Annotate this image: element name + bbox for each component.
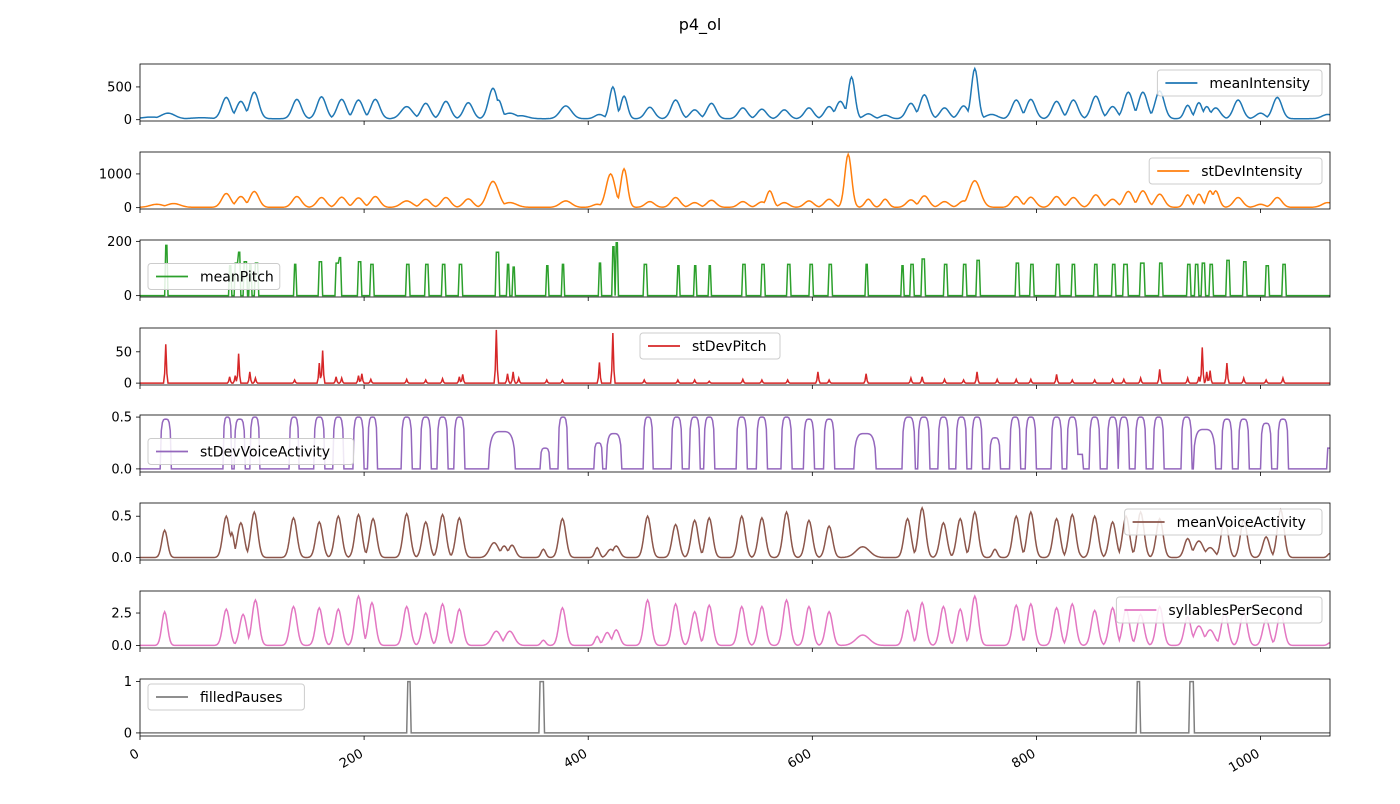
legend-label: stDevVoiceActivity	[200, 445, 330, 461]
x-tick-label: 600	[785, 746, 814, 771]
y-tick-label: 50	[115, 345, 132, 360]
series-line-syllablesPerSecond	[140, 594, 1330, 647]
panel-stDevIntensity: 0 1000 stDevIntensity	[99, 151, 1331, 216]
y-tick-label: 1	[124, 675, 132, 690]
y-tick-label: 1000	[99, 167, 132, 182]
y-tick-label: 0	[124, 726, 132, 741]
y-tick-label: 0.5	[111, 411, 132, 426]
y-tick-label: 2.5	[111, 607, 132, 622]
panel-syllablesPerSecond: 0.0 2.5 syllablesPerSecond	[111, 590, 1331, 654]
y-tick-label: 0.0	[111, 639, 132, 654]
legend-box	[147, 263, 281, 290]
panel-frame	[139, 63, 1331, 122]
series-line-stDevIntensity	[140, 152, 1330, 209]
series-line-stDevVoiceActivity	[140, 416, 1330, 470]
y-tick-label: 200	[107, 235, 132, 250]
panel-frame	[139, 502, 1331, 561]
x-tick-label: 400	[561, 746, 590, 771]
panel-stDevPitch: 0 50 stDevPitch	[115, 327, 1331, 392]
panel-frame	[139, 414, 1331, 473]
x-tick-label: 800	[1009, 746, 1038, 771]
panel-frame	[139, 151, 1331, 210]
legend-box	[147, 438, 355, 465]
series-line-meanIntensity	[140, 66, 1330, 120]
legend-meanIntensity: meanIntensity	[1156, 69, 1323, 97]
panel-filledPauses: 0 1 filledPauses	[124, 675, 1331, 741]
y-tick-label: 0	[124, 113, 132, 128]
y-tick-label: 0.5	[111, 510, 132, 525]
legend-label: meanIntensity	[1209, 76, 1310, 92]
legend-box	[639, 332, 781, 360]
x-tick-label: 200	[337, 746, 366, 771]
legend-label: meanPitch	[200, 270, 274, 286]
legend-meanPitch: meanPitch	[147, 263, 281, 290]
panel-frame	[139, 678, 1331, 737]
panel-frame	[139, 327, 1331, 386]
legend-stDevIntensity: stDevIntensity	[1148, 157, 1323, 185]
legend-stDevPitch: stDevPitch	[639, 332, 781, 360]
x-axis: 0 200 400 600 800 1000	[127, 746, 1262, 776]
y-tick-label: 0.0	[111, 551, 132, 566]
y-tick-label: 0.0	[111, 462, 132, 477]
y-tick-label: 0	[124, 289, 132, 304]
legend-label: stDevIntensity	[1201, 164, 1302, 180]
legend-filledPauses: filledPauses	[147, 683, 305, 711]
panel-stDevVoiceActivity: 0.0 0.5 stDevVoiceActivity	[111, 411, 1331, 477]
series-line-meanVoiceActivity	[140, 506, 1330, 559]
legend-box	[1115, 596, 1323, 624]
legend-label: meanVoiceActivity	[1177, 515, 1306, 531]
legend-label: syllablesPerSecond	[1168, 603, 1302, 619]
panel-frame	[139, 239, 1331, 298]
legend-syllablesPerSecond: syllablesPerSecond	[1115, 596, 1323, 624]
series-line-meanPitch	[140, 241, 1330, 297]
panel-meanPitch: 0 200 meanPitch	[107, 235, 1331, 304]
series-line-filledPauses	[140, 680, 1330, 734]
panel-frame	[139, 590, 1331, 649]
panel-meanVoiceActivity: 0.0 0.5 meanVoiceActivity	[111, 502, 1331, 566]
legend-stDevVoiceActivity: stDevVoiceActivity	[147, 438, 355, 465]
y-tick-label: 0	[124, 377, 132, 392]
legend-box	[1148, 157, 1323, 185]
panel-meanIntensity: 0 500 meanIntensity	[107, 63, 1331, 128]
series-line-stDevPitch	[140, 329, 1330, 384]
y-tick-label: 500	[107, 80, 132, 95]
y-tick-label: 0	[124, 201, 132, 216]
legend-box	[147, 683, 305, 711]
legend-box	[1156, 69, 1323, 97]
legend-box	[1124, 508, 1323, 536]
legend-meanVoiceActivity: meanVoiceActivity	[1124, 508, 1323, 536]
legend-label: stDevPitch	[692, 339, 767, 355]
x-tick-label: 0	[127, 746, 142, 763]
x-tick-label: 1000	[1226, 746, 1262, 776]
chart-title: p4_ol	[679, 15, 722, 35]
legend-label: filledPauses	[200, 690, 283, 706]
